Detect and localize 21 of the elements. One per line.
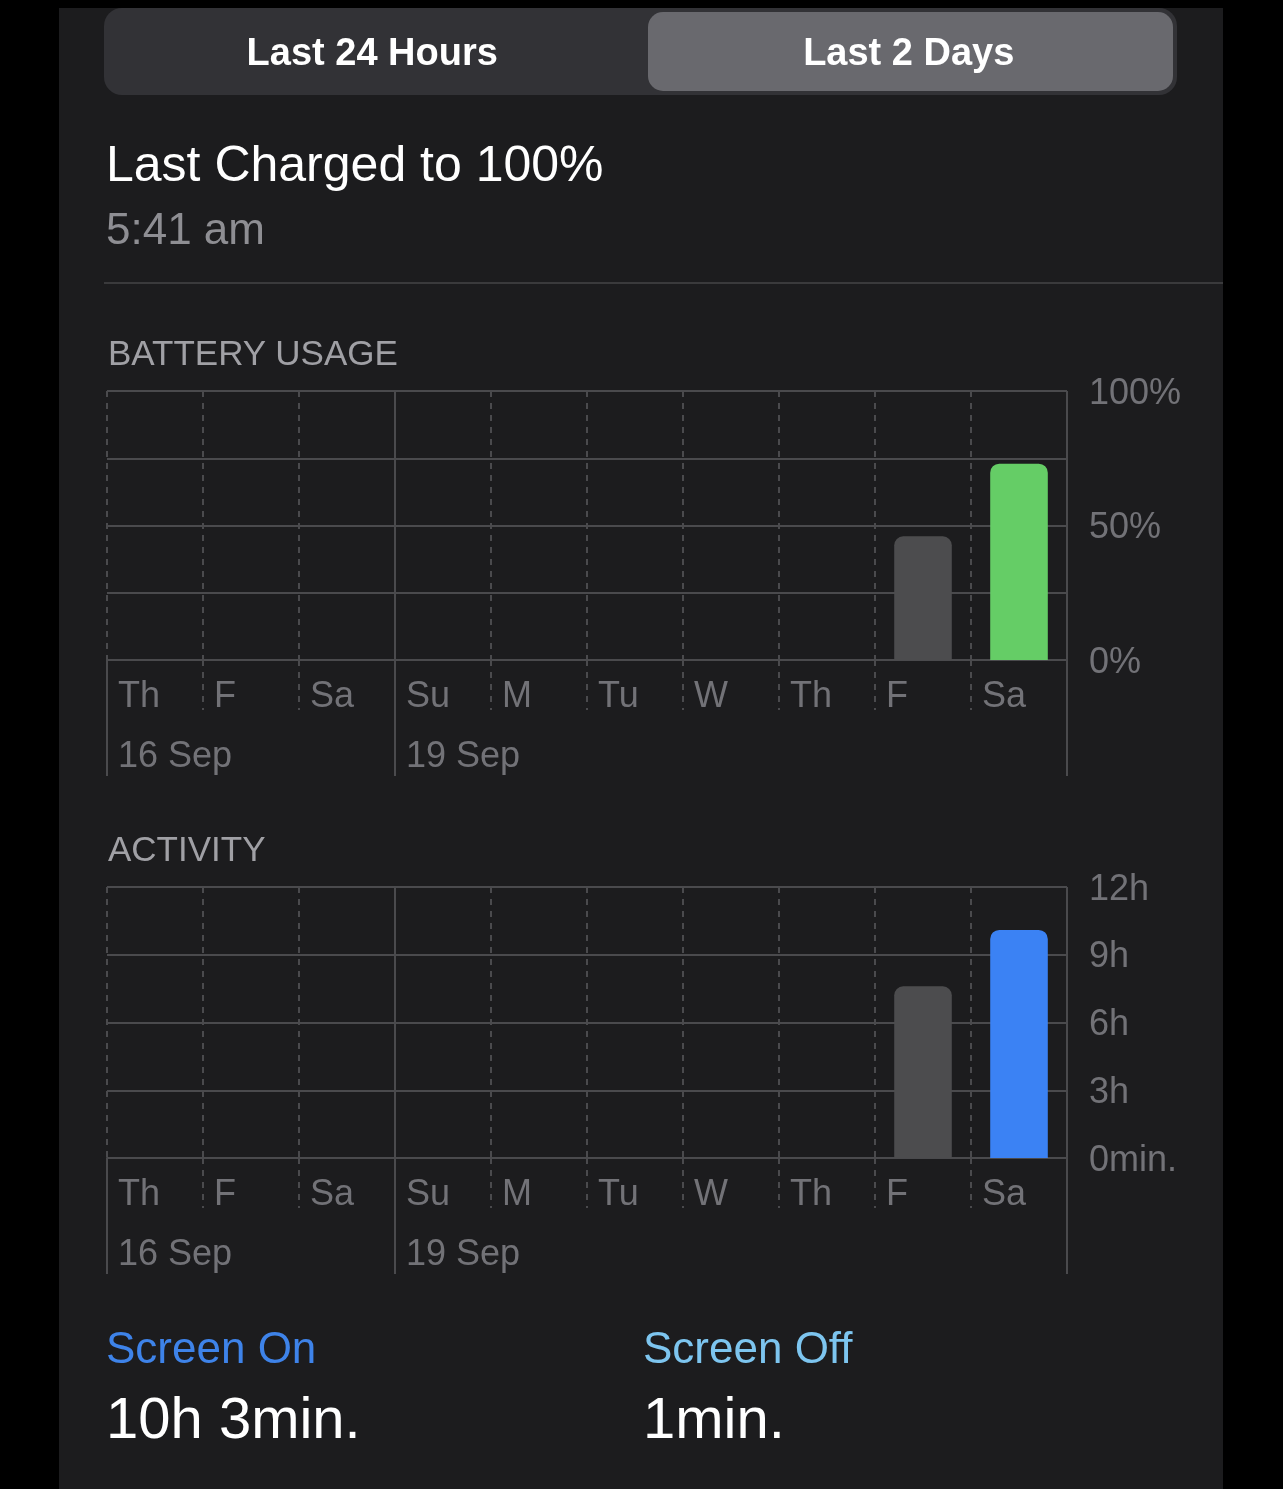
x-tick-label: F [886,1171,908,1213]
x-tick-label: Th [790,1171,833,1213]
chart-title: ACTIVITY [108,829,266,868]
text: Last Charged to 100% [106,136,604,192]
text: 1min. [643,1385,785,1450]
y-tick-label: 0min. [1089,1137,1178,1179]
text: Screen On [106,1323,317,1372]
text: 5:41 am [106,204,265,253]
x-tick-label: M [502,1171,532,1213]
x-tick-label: Sa [982,1171,1028,1213]
y-tick-label: 3h [1089,1069,1130,1111]
text: Screen Off [643,1323,853,1372]
segmented-control: Last 24 Hours Last 2 Days [104,8,1177,95]
y-tick-label: 9h [1089,934,1130,976]
y-tick-label: 12h [1089,866,1150,908]
x-tick-label: Tu [598,1171,639,1213]
x-tick-label: W [694,1171,728,1213]
x-tick-label: F [214,1171,236,1213]
text: 10h 3min. [106,1385,361,1450]
x-tick-label: Sa [310,1171,356,1213]
y-tick-label: 6h [1089,1002,1130,1043]
